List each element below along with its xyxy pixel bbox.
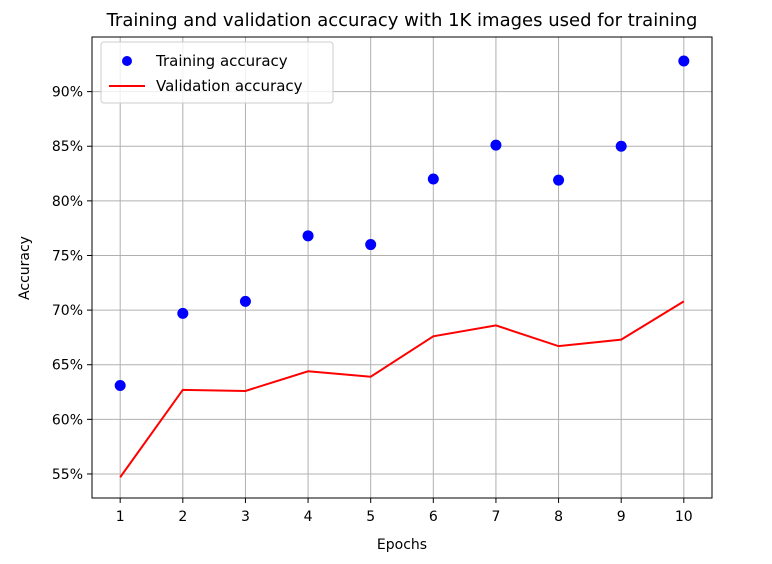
legend-label-validation: Validation accuracy	[156, 77, 303, 95]
series-layer	[114, 55, 690, 478]
y-tick-label: 90%	[52, 85, 83, 101]
y-tick-label: 75%	[52, 248, 83, 264]
x-tick-label: 10	[675, 509, 693, 525]
training-accuracy-point	[114, 379, 126, 391]
x-tick-label: 3	[241, 509, 250, 525]
legend-label-training: Training accuracy	[155, 52, 288, 70]
training-accuracy-point	[615, 140, 627, 152]
x-tick-label: 7	[491, 509, 500, 525]
y-tick-label: 65%	[52, 358, 83, 374]
y-axis: 55% 60% 65% 70% 75% 80% 85% 90%	[52, 85, 92, 483]
y-tick-label: 55%	[52, 467, 83, 483]
x-tick-label: 2	[178, 509, 187, 525]
x-axis: 1 2 3 4 5 6 7 8 9 10	[116, 498, 693, 525]
x-tick-label: 8	[554, 509, 563, 525]
y-tick-label: 60%	[52, 412, 83, 428]
training-accuracy-point	[678, 55, 690, 67]
legend-marker-training	[122, 56, 132, 66]
training-accuracy-point	[553, 174, 565, 186]
y-axis-label: Accuracy	[17, 236, 33, 300]
training-accuracy-point	[302, 230, 314, 242]
grid	[92, 37, 712, 498]
training-accuracy-point	[365, 239, 377, 251]
y-tick-label: 70%	[52, 303, 83, 319]
legend: Training accuracy Validation accuracy	[100, 41, 334, 104]
training-accuracy-point	[177, 307, 189, 319]
x-tick-label: 9	[617, 509, 626, 525]
x-tick-label: 5	[366, 509, 375, 525]
validation-accuracy-line	[119, 300, 685, 478]
x-tick-label: 4	[304, 509, 313, 525]
training-accuracy-point	[239, 295, 251, 307]
training-accuracy-point	[427, 173, 439, 185]
y-tick-label: 80%	[52, 194, 83, 210]
chart-title: Training and validation accuracy with 1K…	[106, 10, 698, 31]
y-tick-label: 85%	[52, 139, 83, 155]
x-tick-label: 1	[116, 509, 125, 525]
plot-frame	[91, 36, 713, 499]
training-accuracy-point	[490, 139, 502, 151]
legend-box	[100, 41, 334, 104]
x-axis-label: Epochs	[377, 537, 427, 553]
x-tick-label: 6	[429, 509, 438, 525]
